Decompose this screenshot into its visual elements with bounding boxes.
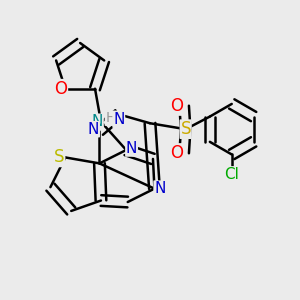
Text: S: S xyxy=(180,120,191,138)
Text: O: O xyxy=(170,97,183,115)
Text: O: O xyxy=(170,144,183,162)
Text: O: O xyxy=(54,80,67,98)
Text: N: N xyxy=(113,112,124,127)
Text: H: H xyxy=(105,111,116,125)
Text: N: N xyxy=(126,141,137,156)
Text: N: N xyxy=(154,181,166,196)
Text: Cl: Cl xyxy=(224,167,239,182)
Text: S: S xyxy=(54,148,64,166)
Text: N: N xyxy=(88,122,99,137)
Text: N: N xyxy=(92,114,103,129)
